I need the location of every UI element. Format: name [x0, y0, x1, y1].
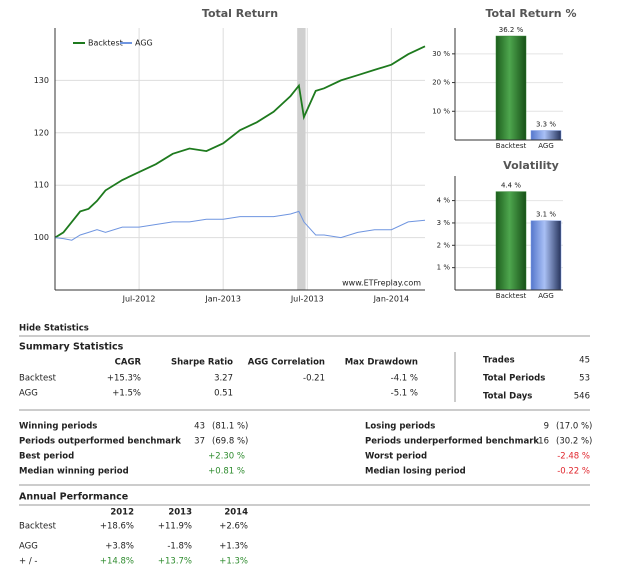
- column-header: 2013: [168, 508, 192, 518]
- cell: 3.27: [214, 374, 233, 384]
- period-value: +2.30 %: [208, 452, 245, 462]
- cell: +1.3%: [219, 542, 248, 552]
- y-tick-label: 130: [34, 76, 49, 85]
- cell: +15.3%: [107, 374, 141, 384]
- row-label: AGG: [19, 389, 38, 399]
- column-header: Sharpe Ratio: [171, 358, 233, 368]
- value-label: 3.3 %: [536, 121, 556, 129]
- bar: [530, 130, 562, 141]
- y-tick-label: 4 %: [437, 197, 451, 205]
- cell: -4.1 %: [391, 374, 418, 384]
- period-percent: (17.0 %): [556, 422, 592, 432]
- count-value: 53: [579, 374, 590, 384]
- cell: +18.6%: [100, 522, 134, 532]
- cell: -5.1 %: [391, 389, 418, 399]
- period-count: 37: [194, 437, 205, 447]
- count-label: Total Periods: [483, 374, 545, 384]
- value-label: 4.4 %: [501, 182, 521, 190]
- cell: +1.5%: [112, 389, 141, 399]
- period-label: Best period: [19, 452, 74, 462]
- y-tick-label: 10 %: [432, 107, 450, 115]
- column-header: Max Drawdown: [345, 358, 418, 368]
- value-label: 3.1 %: [536, 211, 556, 219]
- count-label: Total Days: [483, 392, 532, 402]
- x-tick-label: AGG: [538, 292, 554, 300]
- period-count: 43: [194, 422, 205, 432]
- period-label: Median winning period: [19, 467, 129, 477]
- x-tick-label: Jul-2012: [122, 295, 156, 304]
- y-tick-label: 30 %: [432, 50, 450, 58]
- cell: -1.8%: [167, 542, 192, 552]
- period-label: Worst period: [365, 452, 427, 462]
- chart-title: Total Return %: [485, 7, 576, 20]
- count-label: Trades: [483, 356, 515, 366]
- period-label: Winning periods: [19, 422, 97, 432]
- column-header: 2014: [224, 508, 248, 518]
- column-header: CAGR: [115, 358, 142, 368]
- y-tick-label: 20 %: [432, 79, 450, 87]
- period-label: Losing periods: [365, 422, 435, 432]
- toggle-link[interactable]: Hide Statistics: [19, 324, 89, 334]
- column-header: 2012: [110, 508, 134, 518]
- period-percent: (30.2 %): [556, 437, 592, 447]
- x-tick-label: AGG: [538, 142, 554, 150]
- y-tick-label: 110: [34, 181, 49, 190]
- x-tick-label: Jan-2014: [373, 295, 410, 304]
- cell: +13.7%: [158, 557, 192, 567]
- row-label: + / -: [19, 557, 37, 567]
- legend-label: Backtest: [88, 39, 123, 48]
- cell: -0.21: [303, 374, 325, 384]
- cell: +11.9%: [158, 522, 192, 532]
- value-label: 36.2 %: [499, 26, 524, 34]
- series-line: [54, 45, 426, 239]
- shaded-period: [297, 28, 306, 290]
- period-percent: (69.8 %): [212, 437, 248, 447]
- series-line: [54, 210, 426, 241]
- row-label: AGG: [19, 542, 38, 552]
- legend-label: AGG: [135, 39, 153, 48]
- period-label: Periods underperformed benchmark: [365, 437, 539, 447]
- bar: [530, 220, 562, 291]
- y-tick-label: 120: [34, 128, 49, 137]
- chart-title: Total Return: [202, 7, 278, 20]
- x-tick-label: Jul-2013: [290, 295, 324, 304]
- x-tick-label: Backtest: [496, 292, 527, 300]
- y-tick-label: 1 %: [437, 264, 451, 272]
- count-value: 45: [579, 356, 590, 366]
- y-tick-label: 3 %: [437, 219, 451, 227]
- count-value: 546: [574, 392, 590, 402]
- cell: 0.51: [214, 389, 233, 399]
- cell: +2.6%: [219, 522, 248, 532]
- period-label: Median losing period: [365, 467, 466, 477]
- period-label: Periods outperformed benchmark: [19, 437, 181, 447]
- watermark: www.ETFreplay.com: [342, 279, 421, 288]
- cell: +1.3%: [219, 557, 248, 567]
- row-label: Backtest: [19, 522, 57, 532]
- section-title: Summary Statistics: [19, 342, 124, 353]
- cell: +3.8%: [105, 542, 134, 552]
- y-tick-label: 100: [34, 233, 49, 242]
- period-percent: (81.1 %): [212, 422, 248, 432]
- bar: [495, 191, 527, 291]
- chart-title: Volatility: [503, 159, 559, 172]
- period-value: -0.22 %: [557, 467, 590, 477]
- period-value: +0.81 %: [208, 467, 245, 477]
- row-label: Backtest: [19, 374, 57, 384]
- column-header: AGG Correlation: [248, 358, 325, 368]
- x-tick-label: Jan-2013: [204, 295, 241, 304]
- x-tick-label: Backtest: [496, 142, 527, 150]
- y-tick-label: 2 %: [437, 241, 451, 249]
- period-count: 9: [544, 422, 549, 432]
- section-title: Annual Performance: [19, 492, 128, 503]
- period-value: -2.48 %: [557, 452, 590, 462]
- bar: [495, 35, 527, 141]
- period-count: 16: [538, 437, 549, 447]
- cell: +14.8%: [100, 557, 134, 567]
